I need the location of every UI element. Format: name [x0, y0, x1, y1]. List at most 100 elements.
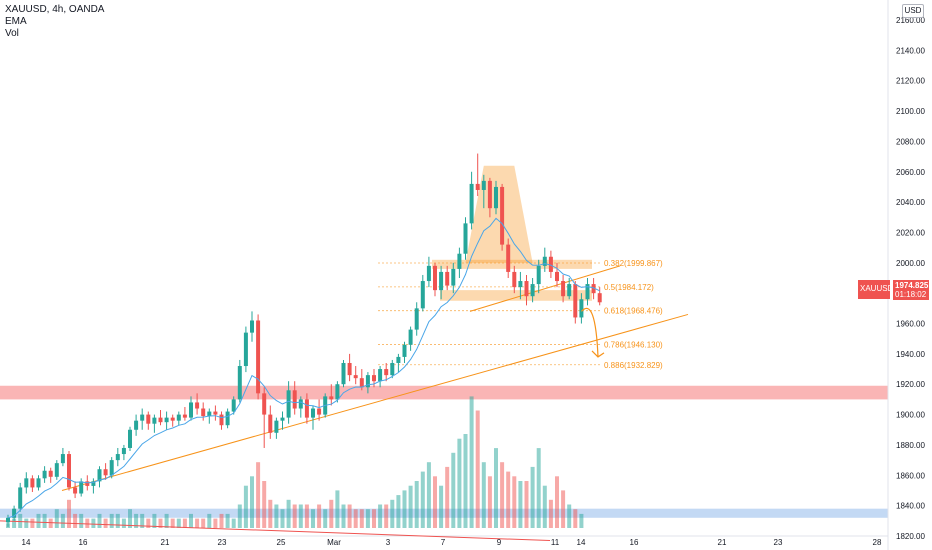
volume-bar [274, 504, 279, 528]
volume-bar [445, 466, 450, 528]
candle-body [97, 469, 102, 482]
volume-bar [182, 518, 187, 528]
volume-bar [60, 513, 65, 528]
fib-label: 0.786(1946.130) [604, 341, 663, 350]
price-tick-label: 2160.00 [896, 16, 925, 25]
price-tick-label: 2000.00 [896, 259, 925, 268]
volume-bar [170, 518, 175, 528]
candle-body [286, 390, 291, 418]
currency-label[interactable]: USD [902, 4, 924, 18]
time-tick-label: 16 [630, 538, 639, 547]
volume-bar [231, 518, 236, 528]
candle-body [152, 417, 157, 424]
candle-body [213, 411, 218, 415]
candle-body [170, 417, 175, 421]
candle-body [311, 408, 315, 418]
candle-body [79, 481, 84, 494]
time-tick-label: 3 [386, 538, 391, 547]
trendlines [0, 265, 689, 542]
price-axis: 1820.00 1840.00 1860.00 1880.00 1900.00 1920.… [896, 16, 925, 541]
volume-bar [494, 448, 498, 528]
volume-bar [487, 476, 492, 528]
volume-bar [134, 513, 139, 528]
volume-bar [414, 481, 419, 528]
candle-body [579, 299, 584, 318]
time-tick-label: 16 [79, 538, 88, 547]
price-tick-label: 1860.00 [896, 471, 925, 480]
volume-bar [359, 509, 364, 528]
volume-bar [542, 485, 547, 528]
candle-body [158, 417, 163, 423]
volume-bar [457, 438, 462, 528]
candle-body [481, 180, 486, 190]
candle-body [225, 411, 230, 426]
fib-label: 0.382(1999.867) [604, 259, 663, 268]
candle-body [12, 508, 17, 518]
candle-body [372, 375, 376, 382]
volume-bar [256, 462, 261, 528]
volume-bar [280, 509, 285, 528]
volume-bar [73, 513, 78, 528]
candle-body [42, 470, 47, 479]
volume-bar [347, 504, 352, 528]
price-tick-label: 2120.00 [896, 77, 925, 86]
volume-bar [213, 518, 218, 528]
candle-body [109, 460, 114, 476]
candle-body [445, 271, 450, 286]
price-tick-label: 2040.00 [896, 198, 925, 207]
candle-body [30, 478, 35, 488]
volume-bar [524, 481, 529, 528]
time-tick-label: 28 [873, 538, 882, 547]
bar-countdown: 01:18:02 [895, 290, 927, 299]
volume-bar [85, 518, 90, 528]
volume-bar [262, 481, 267, 528]
candle-body [585, 284, 590, 300]
time-tick-label: 9 [497, 538, 502, 547]
candle-body [536, 265, 541, 285]
volume-bar [384, 504, 389, 528]
volume-bar [506, 471, 511, 528]
price-zones [0, 165, 888, 518]
time-tick-label: Mar [327, 538, 341, 547]
volume-bar [451, 452, 456, 528]
candle-body [268, 414, 273, 433]
candle-body [567, 284, 572, 297]
candle-body [231, 399, 236, 412]
volume-bar [97, 513, 102, 528]
volume-bar [158, 518, 163, 528]
volume-bar [561, 490, 566, 528]
candle-body [414, 308, 419, 330]
zone-orange [432, 259, 592, 269]
volume-bar [536, 448, 541, 528]
candle-body [353, 375, 358, 379]
volume-bar [323, 509, 328, 528]
legend-ema[interactable]: EMA [5, 16, 27, 27]
candle-body [591, 284, 596, 294]
time-axis: 14 16 21 23 25 Mar 3 7 9 11 14 16 21 23 28 [22, 538, 882, 547]
candle-body [73, 487, 78, 494]
volume-bar [463, 434, 468, 528]
legend-vol[interactable]: Vol [5, 28, 19, 39]
candle-body [408, 329, 413, 345]
candle-body [250, 320, 254, 333]
candle-body [91, 481, 96, 486]
candle-body [164, 417, 169, 423]
candle-body [365, 375, 370, 388]
time-tick-label: 11 [551, 538, 560, 547]
volume-bar [548, 499, 553, 528]
candle-body [384, 369, 389, 376]
volume-bar [103, 518, 108, 528]
volume-bar [128, 509, 132, 528]
candle-body [475, 183, 480, 190]
volume-bar [250, 476, 254, 528]
candle-body [335, 384, 340, 400]
candle-body [506, 244, 511, 272]
volume-bar [121, 518, 126, 528]
volume-bar [433, 476, 437, 528]
trendline-uptrend [61, 313, 689, 491]
grid-lines [0, 0, 889, 550]
legend-symbol[interactable]: XAUUSD, 4h, OANDA [5, 4, 105, 15]
volume-bar [512, 476, 517, 528]
volume-bar [475, 410, 480, 528]
